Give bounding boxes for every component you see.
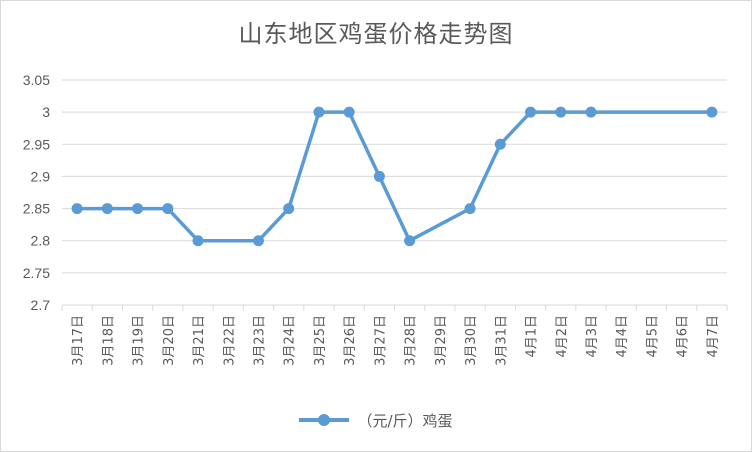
data-point [404,235,416,247]
x-tick-label: 3月30日 [464,315,479,366]
data-point [373,170,385,182]
x-tick-label: 3月28日 [404,315,419,366]
data-point [283,203,295,215]
legend-marker [299,413,350,427]
y-tick-label: 2.7 [31,297,51,313]
y-tick-label: 3.05 [23,72,50,88]
data-point [555,106,567,118]
x-tick-label: 3月19日 [132,315,147,366]
y-tick-label: 2.85 [23,201,50,217]
data-point [313,106,325,118]
x-tick-label: 3月26日 [343,315,358,366]
x-tick-label: 4月4日 [615,315,630,358]
x-tick-label: 3月22日 [222,315,237,366]
y-tick-label: 2.95 [23,136,50,152]
y-tick-label: 2.75 [23,265,50,281]
x-tick-label: 4月1日 [525,315,540,358]
x-tick-label: 4月7日 [706,315,721,358]
data-point [192,235,204,247]
data-point [132,203,144,215]
data-point [71,203,83,215]
y-tick-label: 2.9 [31,168,51,184]
x-tick-label: 3月23日 [252,315,267,366]
x-tick-label: 4月3日 [585,315,600,358]
x-tick-label: 4月6日 [676,315,691,358]
legend: （元/斤）鸡蛋 [0,408,752,432]
data-point [343,106,355,118]
x-tick-label: 3月27日 [373,315,388,366]
y-tick-label: 2.8 [31,233,51,249]
data-point [464,203,476,215]
data-point [494,138,506,150]
data-point [101,203,113,215]
x-tick-label: 3月31日 [494,315,509,366]
legend-label: （元/斤）鸡蛋 [357,411,453,430]
data-point [162,203,174,215]
data-point [525,106,537,118]
x-tick-label: 3月29日 [434,315,449,366]
x-tick-label: 3月17日 [71,315,86,366]
x-tick-label: 4月5日 [645,315,660,358]
y-tick-label: 3 [42,104,50,120]
x-tick-label: 4月2日 [555,315,570,358]
data-point [706,106,718,118]
data-point [252,235,264,247]
chart-title: 山东地区鸡蛋价格走势图 [238,20,514,48]
x-tick-label: 3月25日 [313,315,328,366]
x-tick-label: 3月24日 [283,315,298,366]
data-point [585,106,597,118]
x-tick-label: 3月21日 [192,315,207,366]
x-tick-label: 3月18日 [101,315,116,366]
x-tick-label: 3月20日 [162,315,177,366]
